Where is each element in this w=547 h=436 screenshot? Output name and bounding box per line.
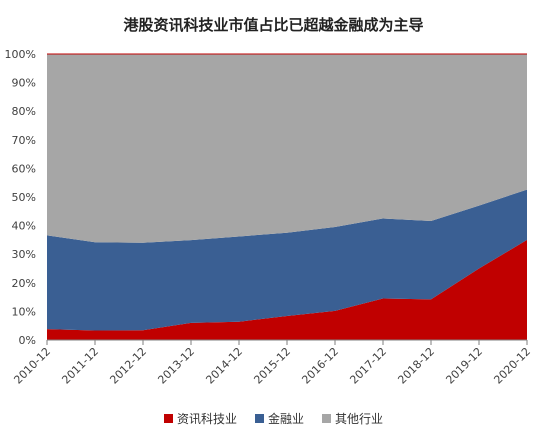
legend-swatch (163, 414, 173, 423)
area-finance (47, 189, 527, 331)
x-tick-label: 2018-12 (395, 345, 437, 387)
y-tick-label: 70% (12, 134, 36, 147)
y-tick-label: 90% (12, 77, 36, 90)
y-tick-label: 80% (12, 105, 36, 118)
x-tick-label: 2011-12 (59, 345, 101, 387)
legend-label: 其他行业 (335, 412, 384, 426)
area-other (47, 54, 527, 243)
x-tick-label: 2013-12 (155, 345, 197, 387)
legend-label: 金融业 (267, 412, 304, 426)
y-tick-label: 10% (12, 305, 36, 318)
x-tick-label: 2015-12 (251, 345, 293, 387)
y-tick-label: 60% (12, 162, 36, 175)
area-it (47, 239, 527, 340)
legend-swatch (254, 414, 264, 423)
x-tick-label: 2014-12 (203, 345, 245, 387)
x-tick-label: 2012-12 (107, 345, 149, 387)
y-tick-label: 30% (12, 248, 36, 261)
legend-item: 资讯科技业 (163, 410, 237, 427)
y-tick-label: 100% (5, 48, 36, 61)
x-tick-label: 2017-12 (347, 345, 389, 387)
x-tick-label: 2010-12 (11, 345, 53, 387)
y-tick-label: 20% (12, 277, 36, 290)
legend-label: 资讯科技业 (176, 412, 237, 426)
y-tick-label: 0% (19, 334, 36, 347)
legend-item: 金融业 (254, 410, 304, 427)
y-tick-label: 40% (12, 220, 36, 233)
x-tick-label: 2016-12 (299, 345, 341, 387)
x-tick-label: 2020-12 (491, 345, 533, 387)
x-tick-label: 2019-12 (443, 345, 485, 387)
y-tick-label: 50% (12, 191, 36, 204)
legend-item: 其他行业 (322, 410, 383, 427)
chart-title: 港股资讯科技业市值占比已超越金融成为主导 (123, 16, 424, 34)
legend-swatch (322, 414, 331, 423)
legend: 资讯科技业 金融业 其他行业 (0, 410, 547, 427)
